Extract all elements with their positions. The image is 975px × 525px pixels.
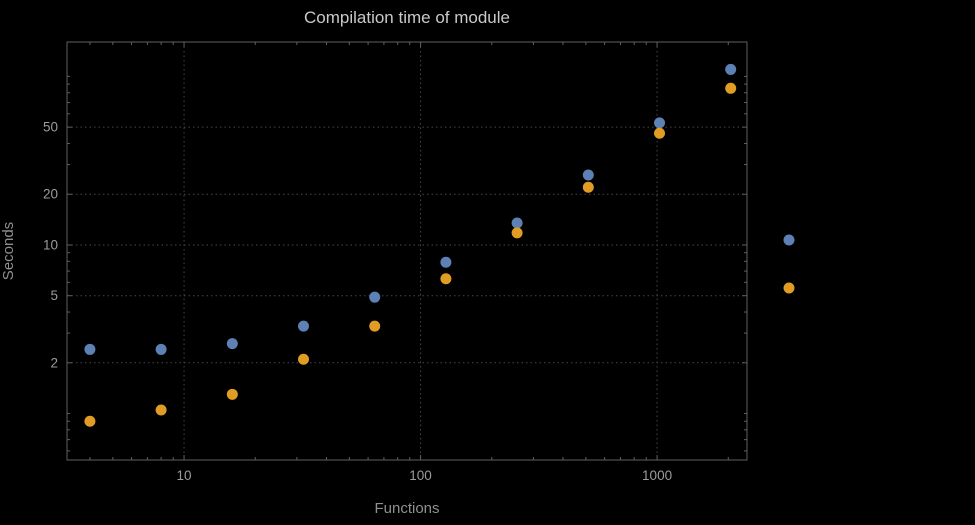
y-tick-label: 10: [43, 237, 58, 252]
legend-marker: [783, 282, 795, 294]
x-tick-label: 100: [409, 468, 432, 483]
data-point-blue: [298, 320, 310, 332]
data-point-blue: [155, 343, 167, 355]
y-tick-label: 5: [50, 288, 58, 303]
x-axis-label: Functions: [374, 500, 439, 517]
data-point-orange: [654, 127, 666, 139]
tick-labels: 10 100 1000 2 5 10 20 50: [43, 120, 672, 483]
data-point-orange: [511, 227, 523, 239]
data-point-orange: [155, 404, 167, 416]
data-point-blue: [725, 63, 737, 75]
x-tick-label: 1000: [642, 468, 672, 483]
y-axis-label: Seconds: [0, 222, 17, 280]
data-point-blue: [84, 343, 96, 355]
data-point-orange: [725, 82, 737, 94]
data-point-blue: [440, 256, 452, 268]
y-tick-label: 2: [50, 355, 58, 370]
data-point-orange: [369, 320, 381, 332]
axis-ticks: [67, 42, 747, 460]
data-point-orange: [298, 353, 310, 365]
data-point-blue: [654, 117, 666, 129]
data-points: [84, 63, 737, 427]
data-point-blue: [226, 338, 238, 350]
plot-frame: [66, 41, 748, 461]
x-tick-label: 10: [177, 468, 192, 483]
y-tick-label: 50: [43, 120, 58, 135]
data-point-blue: [369, 291, 381, 303]
data-point-blue: [582, 169, 594, 181]
chart-title: Compilation time of module: [304, 8, 510, 27]
data-point-blue: [511, 217, 523, 229]
legend: [783, 234, 795, 294]
gridlines: [67, 42, 747, 460]
data-point-orange: [226, 388, 238, 400]
legend-marker: [783, 234, 795, 246]
data-point-orange: [84, 415, 96, 427]
data-point-orange: [582, 181, 594, 193]
data-point-orange: [440, 273, 452, 285]
y-tick-label: 20: [43, 187, 58, 202]
